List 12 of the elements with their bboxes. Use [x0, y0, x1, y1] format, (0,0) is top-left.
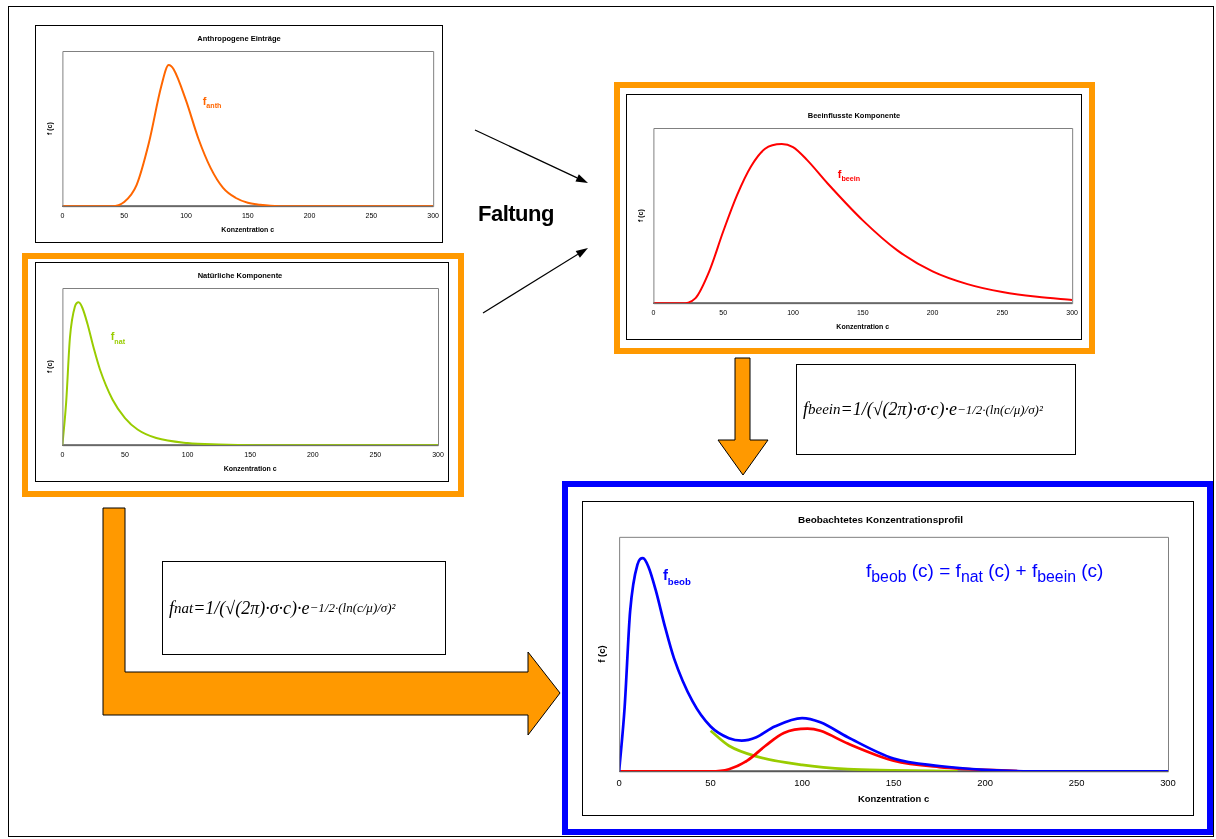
- chart-title: Beobachtetes Konzentrationsprofil: [797, 513, 964, 525]
- x-tick-label: 50: [705, 776, 716, 788]
- x-tick-label: 100: [794, 776, 810, 788]
- annotation: f$_{beob}$ (c) = f$_{nat}$ (c) + f$_{beein}$ (c): [866, 560, 1104, 586]
- y-axis-title: f (c): [596, 645, 608, 663]
- x-axis-title: Konzentration c: [857, 792, 930, 804]
- x-tick-label: 300: [1160, 776, 1176, 788]
- x-tick-label: 150: [885, 776, 902, 788]
- x-tick-label: 250: [1068, 776, 1085, 788]
- text: Faltung: [478, 201, 554, 227]
- x-tick-label: 200: [977, 776, 993, 788]
- x-tick-label: 0: [616, 776, 622, 788]
